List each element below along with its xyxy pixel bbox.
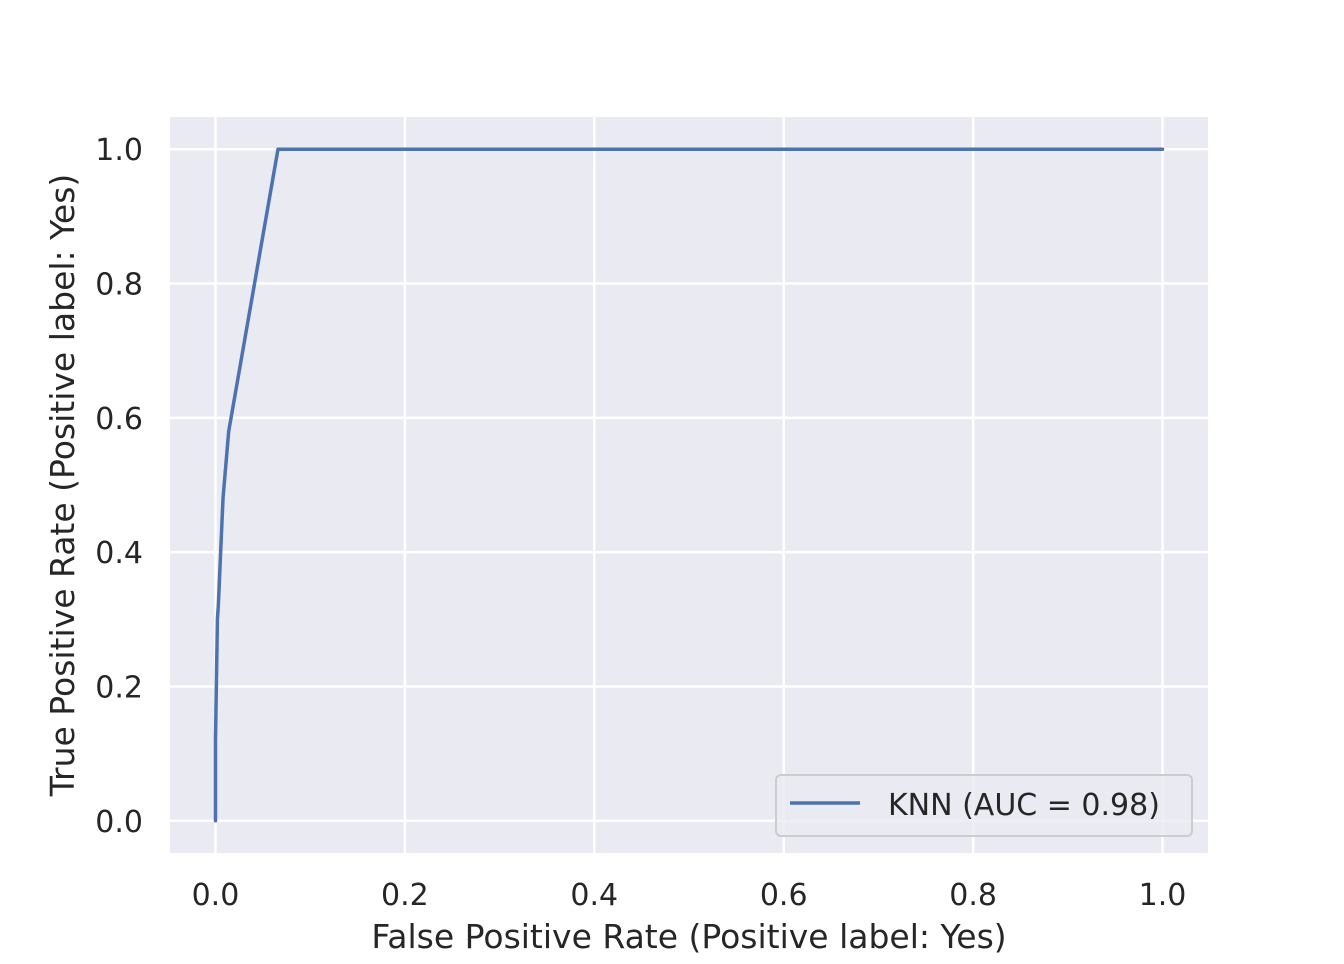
y-tick-label: 0.2 [95,670,143,705]
y-tick-label: 0.0 [95,805,143,840]
x-tick-label: 0.8 [949,878,997,913]
y-tick-label: 0.6 [95,402,143,437]
series-line-knn [213,147,1165,823]
x-tick-label: 0.0 [192,878,240,913]
series-layer [213,147,1165,823]
x-tick-label: 0.6 [760,878,808,913]
x-tick-label: 0.4 [570,878,618,913]
legend: KNN (AUC = 0.98) [775,774,1193,837]
tick-labels: 0.0 0.2 0.4 0.6 0.8 1.0 0.0 0.2 0.4 0.6 0.8 1.0 [95,133,1186,913]
plot-area [170,117,1208,853]
x-axis-label: False Positive Rate (Positive label: Yes… [371,917,1006,956]
y-axis-label: True Positive Rate (Positive label: Yes) [43,174,82,798]
legend-label-knn: KNN (AUC = 0.98) [888,788,1160,823]
y-tick-label: 1.0 [95,133,143,168]
x-tick-label: 1.0 [1139,878,1187,913]
y-tick-label: 0.4 [95,536,143,571]
legend-box [775,774,1193,837]
x-tick-label: 0.2 [381,878,429,913]
y-tick-label: 0.8 [95,268,143,303]
